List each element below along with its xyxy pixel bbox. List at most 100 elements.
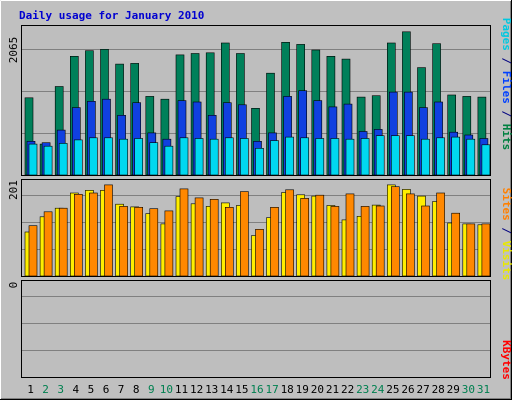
sites-bar — [421, 205, 430, 277]
pages-bar — [28, 143, 38, 176]
x-tick-label: 4 — [72, 383, 79, 396]
x-tick-label: 15 — [235, 383, 248, 396]
pages-bar — [225, 137, 234, 176]
sites-bar — [330, 206, 340, 277]
kbytes-panel — [21, 280, 491, 378]
x-tick-label: 5 — [88, 383, 95, 396]
kbytes-legend: KBytes — [500, 340, 512, 380]
pages-bar — [315, 138, 325, 176]
legend-text: KBytes — [500, 340, 512, 380]
pages-bar — [179, 137, 189, 176]
x-tick-label: 10 — [160, 383, 173, 396]
legend-text: Pages — [500, 18, 512, 51]
pages-bar — [451, 136, 461, 176]
pages-bar — [104, 137, 113, 176]
x-tick-label: 26 — [401, 383, 414, 396]
x-tick-label: 24 — [371, 383, 385, 396]
x-tick-label: 16 — [250, 383, 263, 396]
pages-bar — [255, 148, 264, 176]
pages-bar — [43, 145, 53, 176]
x-tick-label: 23 — [356, 383, 369, 396]
pages-bar — [390, 135, 400, 176]
legend-text: Files — [500, 71, 512, 104]
sites-bar — [255, 229, 264, 277]
sites-bar — [345, 193, 355, 277]
sites-bar — [360, 206, 370, 277]
kbytes-ymax-label: 0 — [7, 282, 20, 289]
x-tick-label: 19 — [296, 383, 309, 396]
x-tick-label: 21 — [326, 383, 339, 396]
hits-ymax-label: 2065 — [7, 37, 20, 64]
legend-text: Visits — [500, 241, 512, 281]
x-tick-label: 11 — [175, 383, 188, 396]
pages-bar — [345, 138, 355, 176]
pages-bar — [300, 137, 310, 176]
pages-bar — [164, 145, 174, 176]
x-tick-label: 9 — [148, 383, 155, 396]
pages-bar — [74, 139, 83, 176]
pages-bar — [330, 138, 340, 176]
x-tick-label: 6 — [103, 383, 110, 396]
x-tick-label: 20 — [311, 383, 324, 396]
x-tick-label: 8 — [133, 383, 140, 396]
pages-bar — [406, 135, 415, 176]
legend-text: / — [500, 51, 512, 71]
legend-text: / — [500, 221, 512, 241]
x-tick-label: 2 — [42, 383, 49, 396]
pages-bar — [285, 136, 294, 176]
x-tick-label: 1 — [27, 383, 34, 396]
pages-bar — [134, 138, 143, 176]
x-tick-label: 28 — [432, 383, 445, 396]
pages-bar — [240, 138, 249, 176]
sites-bar — [300, 198, 310, 277]
sites-bar — [375, 205, 385, 277]
pages-bar — [89, 137, 98, 176]
pages-bar — [481, 144, 491, 176]
sites-bar — [225, 207, 234, 277]
sites-bar — [270, 207, 279, 277]
sites-bar — [28, 225, 38, 277]
sites-bar — [240, 191, 249, 277]
sites-bar — [179, 188, 189, 277]
x-tick-label: 17 — [265, 383, 278, 396]
legend-text: Hits — [500, 124, 512, 151]
pages-bar — [119, 138, 128, 176]
sites-bar — [406, 193, 415, 277]
sites-bar — [119, 206, 128, 277]
x-tick-label: 14 — [220, 383, 234, 396]
x-tick-label: 31 — [477, 383, 490, 396]
sites-bar — [390, 186, 400, 277]
pages-bar — [58, 143, 68, 176]
sites-bar — [43, 211, 53, 277]
pages-bar — [360, 138, 370, 176]
bars — [24, 31, 491, 277]
x-tick-label: 30 — [462, 383, 475, 396]
x-tick-label: 27 — [416, 383, 429, 396]
visits-legend: Sites / Visits — [500, 188, 512, 281]
pages-bar — [436, 137, 445, 176]
sites-bar — [451, 212, 461, 277]
sites-bar — [315, 194, 325, 277]
pages-bar — [209, 138, 219, 176]
sites-bar — [58, 207, 68, 277]
sites-bar — [285, 189, 294, 277]
visits-ymax-label: 201 — [7, 180, 20, 200]
sites-bar — [481, 223, 491, 277]
sites-bar — [134, 207, 143, 277]
pages-bar — [270, 140, 279, 176]
chart-title: Daily usage for January 2010 — [19, 9, 204, 22]
sites-bar — [194, 197, 204, 277]
x-tick-label: 12 — [190, 383, 203, 396]
sites-bar — [466, 223, 476, 277]
sites-bar — [74, 194, 83, 277]
x-tick-label: 29 — [447, 383, 460, 396]
hits-legend: Pages / Files / Hits — [500, 18, 512, 151]
sites-bar — [164, 210, 174, 277]
x-tick-label: 18 — [281, 383, 294, 396]
legend-text: Sites — [500, 188, 512, 221]
x-tick-label: 13 — [205, 383, 218, 396]
pages-bar — [466, 138, 476, 176]
pages-bar — [375, 135, 385, 176]
